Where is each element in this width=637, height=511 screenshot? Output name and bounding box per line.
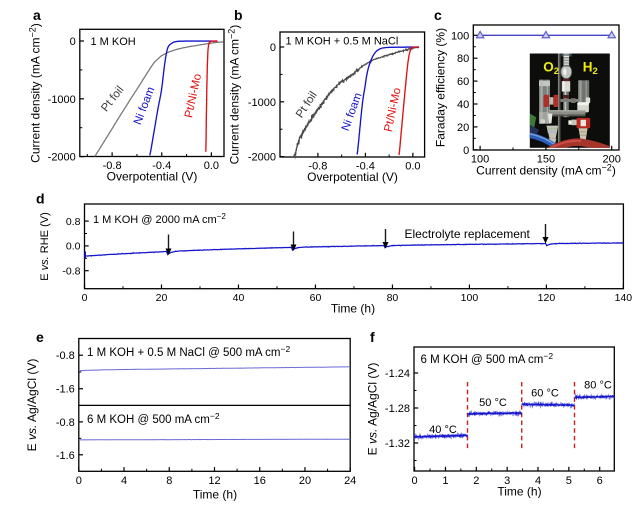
- svg-text:40: 40: [233, 292, 245, 304]
- svg-text:-0.8: -0.8: [62, 265, 80, 277]
- svg-text:200: 200: [603, 154, 621, 166]
- svg-text:Current density (mA cm−2): Current density (mA cm−2): [27, 23, 42, 163]
- svg-text:e: e: [36, 329, 44, 345]
- svg-text:-2000: -2000: [48, 152, 76, 164]
- svg-text:f: f: [370, 329, 375, 345]
- svg-text:-0.8: -0.8: [56, 417, 75, 429]
- svg-text:120: 120: [538, 292, 556, 304]
- svg-text:150: 150: [537, 154, 555, 166]
- svg-text:12: 12: [208, 475, 220, 487]
- svg-text:-1.32: -1.32: [385, 438, 410, 450]
- svg-text:1 M KOH + 0.5 M NaCl @ 500 mA: 1 M KOH + 0.5 M NaCl @ 500 mA cm−2: [87, 344, 290, 359]
- svg-text:20: 20: [156, 292, 168, 304]
- svg-text:0.0: 0.0: [405, 161, 420, 173]
- svg-text:0: 0: [412, 475, 418, 487]
- svg-text:c: c: [434, 7, 442, 23]
- svg-text:Overpotential (V): Overpotential (V): [107, 170, 198, 184]
- svg-text:Current density (mA cm−2): Current density (mA cm−2): [476, 162, 616, 177]
- svg-text:6: 6: [597, 475, 603, 487]
- svg-text:0: 0: [76, 475, 82, 487]
- svg-text:-1000: -1000: [48, 94, 76, 106]
- svg-text:Current density (mA cm−2): Current density (mA cm−2): [226, 25, 241, 165]
- svg-text:60: 60: [310, 292, 322, 304]
- svg-text:-1.6: -1.6: [56, 450, 75, 462]
- svg-text:1 M KOH @ 2000 mA cm−2: 1 M KOH @ 2000 mA cm−2: [93, 212, 226, 226]
- svg-text:1: 1: [442, 475, 448, 487]
- svg-text:6 M KOH @ 500 mA cm−2: 6 M KOH @ 500 mA cm−2: [421, 351, 554, 366]
- svg-text:0: 0: [82, 292, 88, 304]
- svg-text:80 °C: 80 °C: [584, 380, 612, 392]
- svg-text:16: 16: [254, 475, 266, 487]
- svg-text:Faraday efficiency (%): Faraday efficiency (%): [434, 28, 448, 147]
- svg-text:-1.28: -1.28: [385, 403, 410, 415]
- svg-text:0.0: 0.0: [66, 241, 81, 253]
- svg-text:4: 4: [121, 475, 127, 487]
- svg-text:b: b: [234, 7, 243, 23]
- svg-text:Time (h): Time (h): [497, 485, 541, 499]
- svg-text:20: 20: [457, 122, 469, 134]
- svg-text:-0.4: -0.4: [152, 160, 171, 172]
- svg-text:40: 40: [457, 99, 469, 111]
- svg-text:a: a: [33, 7, 41, 23]
- svg-text:-1.6: -1.6: [56, 384, 75, 396]
- svg-text:24: 24: [344, 475, 356, 487]
- svg-text:-2000: -2000: [248, 152, 276, 164]
- svg-text:-0.4: -0.4: [356, 161, 375, 173]
- svg-text:0: 0: [463, 145, 469, 157]
- svg-text:-1.24: -1.24: [385, 368, 410, 380]
- svg-text:80: 80: [387, 292, 399, 304]
- svg-text:60: 60: [457, 76, 469, 88]
- svg-text:d: d: [36, 191, 45, 207]
- svg-text:Electrolyte replacement: Electrolyte replacement: [405, 227, 531, 241]
- svg-text:0: 0: [270, 42, 276, 54]
- svg-text:0.8: 0.8: [66, 216, 81, 228]
- svg-text:1 M KOH: 1 M KOH: [91, 36, 136, 48]
- svg-text:-0.8: -0.8: [56, 350, 75, 362]
- svg-text:Overpotential (V): Overpotential (V): [307, 170, 398, 184]
- svg-text:100: 100: [471, 154, 489, 166]
- svg-text:3: 3: [504, 475, 510, 487]
- svg-text:Time (h): Time (h): [331, 302, 375, 316]
- svg-text:0: 0: [70, 36, 76, 48]
- svg-text:50 °C: 50 °C: [479, 397, 507, 409]
- svg-text:E vs. RHE (V): E vs. RHE (V): [39, 212, 51, 280]
- svg-text:100: 100: [461, 292, 479, 304]
- svg-text:0.0: 0.0: [204, 160, 219, 172]
- svg-text:60 °C: 60 °C: [531, 388, 559, 400]
- svg-text:20: 20: [299, 475, 311, 487]
- svg-text:8: 8: [166, 475, 172, 487]
- svg-text:E vs. Ag/AgCl (V): E vs. Ag/AgCl (V): [25, 359, 39, 452]
- svg-text:-0.8: -0.8: [308, 161, 327, 173]
- svg-text:-1000: -1000: [248, 97, 276, 109]
- svg-text:E vs. Ag/AgCl (V): E vs. Ag/AgCl (V): [366, 363, 380, 456]
- svg-text:5: 5: [566, 475, 572, 487]
- svg-text:Time (h): Time (h): [193, 488, 237, 502]
- svg-text:140: 140: [615, 292, 633, 304]
- svg-text:100: 100: [451, 30, 469, 42]
- svg-text:4: 4: [535, 475, 541, 487]
- svg-text:6 M KOH @ 500 mA cm−2: 6 M KOH @ 500 mA cm−2: [87, 411, 220, 426]
- svg-text:2: 2: [473, 475, 479, 487]
- svg-text:1 M KOH + 0.5 M NaCl: 1 M KOH + 0.5 M NaCl: [286, 36, 399, 48]
- svg-text:40 °C: 40 °C: [429, 424, 457, 436]
- svg-text:-0.8: -0.8: [103, 160, 122, 172]
- svg-text:80: 80: [457, 53, 469, 65]
